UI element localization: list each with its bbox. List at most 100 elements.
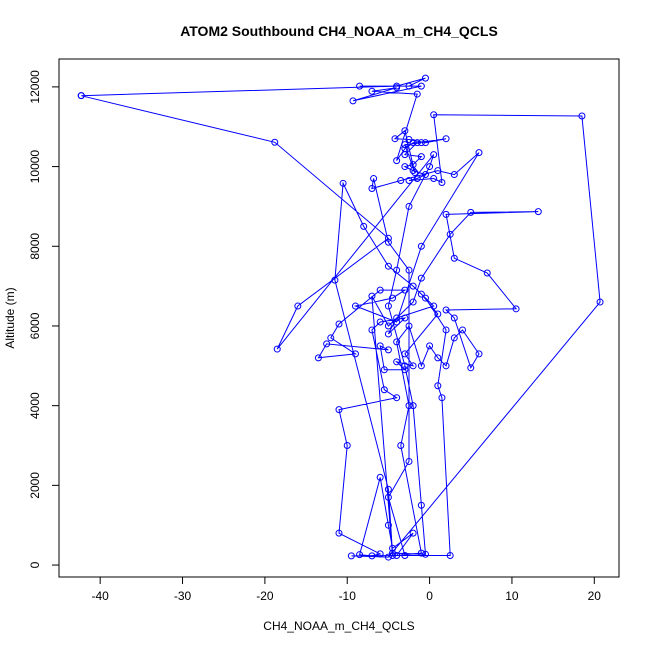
- data-point: [389, 544, 397, 552]
- data-point: [421, 171, 429, 179]
- data-point: [351, 350, 359, 358]
- data-point: [393, 84, 401, 92]
- y-tick-label: 8000: [28, 233, 42, 260]
- data-point: [430, 302, 438, 310]
- data-point: [393, 394, 401, 402]
- data-point: [376, 473, 384, 481]
- x-axis-label: CH4_NOAA_m_CH4_QCLS: [263, 619, 414, 633]
- data-point: [401, 141, 409, 149]
- data-point: [417, 242, 425, 250]
- x-tick-label: 10: [505, 589, 519, 603]
- data-point: [360, 222, 368, 230]
- data-point: [467, 208, 475, 216]
- data-point: [442, 306, 450, 314]
- data-point: [417, 139, 425, 147]
- data-point: [384, 302, 392, 310]
- data-point: [405, 322, 413, 330]
- data-point: [512, 305, 520, 313]
- data-point: [430, 111, 438, 119]
- data-point: [384, 521, 392, 529]
- data-point: [376, 318, 384, 326]
- data-point: [442, 362, 450, 370]
- data-point: [442, 326, 450, 334]
- data-point: [401, 151, 409, 159]
- x-tick-label: 0: [426, 589, 433, 603]
- data-point: [335, 320, 343, 328]
- data-point: [421, 139, 429, 147]
- data-point: [534, 208, 542, 216]
- data-point: [351, 302, 359, 310]
- data-point: [393, 338, 401, 346]
- x-tick-label: -10: [339, 589, 357, 603]
- data-point: [384, 330, 392, 338]
- data-point: [368, 185, 376, 192]
- data-point: [411, 169, 419, 177]
- data-point: [401, 362, 409, 370]
- data-point: [323, 340, 331, 348]
- x-tick-label: -40: [92, 589, 110, 603]
- data-point: [413, 175, 421, 183]
- data-point: [409, 298, 417, 306]
- data-point: [370, 175, 378, 183]
- data-point: [384, 262, 392, 270]
- data-point: [442, 135, 450, 143]
- data-point: [376, 286, 384, 294]
- data-point: [417, 290, 425, 298]
- data-point: [450, 334, 458, 342]
- data-point: [314, 354, 322, 362]
- data-point: [384, 485, 392, 493]
- data-point: [356, 551, 364, 559]
- data-point: [393, 157, 401, 165]
- data-point: [467, 364, 475, 372]
- data-point: [401, 127, 409, 135]
- data-point: [409, 529, 417, 537]
- data-point: [401, 350, 409, 358]
- data-point: [335, 529, 343, 537]
- data-point: [596, 298, 604, 306]
- data-point: [475, 350, 483, 358]
- data-point: [446, 230, 454, 238]
- y-axis: 0 2000 4000 6000 8000 10000 12000: [28, 70, 59, 568]
- data-point: [442, 210, 450, 218]
- data-point: [405, 202, 413, 210]
- data-point: [384, 346, 392, 354]
- data-point: [384, 493, 392, 501]
- data-point: [405, 82, 413, 90]
- data-point: [475, 149, 483, 157]
- data-point: [421, 74, 429, 82]
- data-point: [409, 362, 417, 370]
- data-point: [405, 177, 413, 185]
- data-point: [430, 175, 438, 183]
- data-point: [434, 167, 442, 175]
- data-point: [393, 314, 401, 322]
- y-tick-label: 12000: [28, 70, 42, 104]
- data-point: [401, 366, 409, 374]
- data-point: [376, 342, 384, 350]
- x-tick-label: -20: [256, 589, 274, 603]
- data-point: [380, 366, 388, 374]
- data-point: [438, 394, 446, 402]
- data-point: [405, 135, 413, 143]
- y-tick-label: 10000: [28, 150, 42, 184]
- data-point: [434, 382, 442, 390]
- data-point: [417, 82, 425, 90]
- data-point: [384, 234, 392, 242]
- data-point: [426, 163, 434, 171]
- data-point: [405, 457, 413, 465]
- data-point: [384, 553, 392, 561]
- data-point: [380, 386, 388, 394]
- data-point: [413, 139, 421, 147]
- y-tick-label: 6000: [28, 312, 42, 339]
- data-point: [389, 551, 397, 559]
- data-point: [393, 318, 401, 326]
- data-point: [368, 87, 376, 95]
- plot-frame: [58, 58, 620, 578]
- data-point: [294, 302, 302, 310]
- data-point: [331, 276, 339, 284]
- data-point: [450, 171, 458, 179]
- data-point: [409, 167, 417, 175]
- data-point: [376, 550, 384, 558]
- data-point: [430, 151, 438, 159]
- series-line: [81, 77, 601, 558]
